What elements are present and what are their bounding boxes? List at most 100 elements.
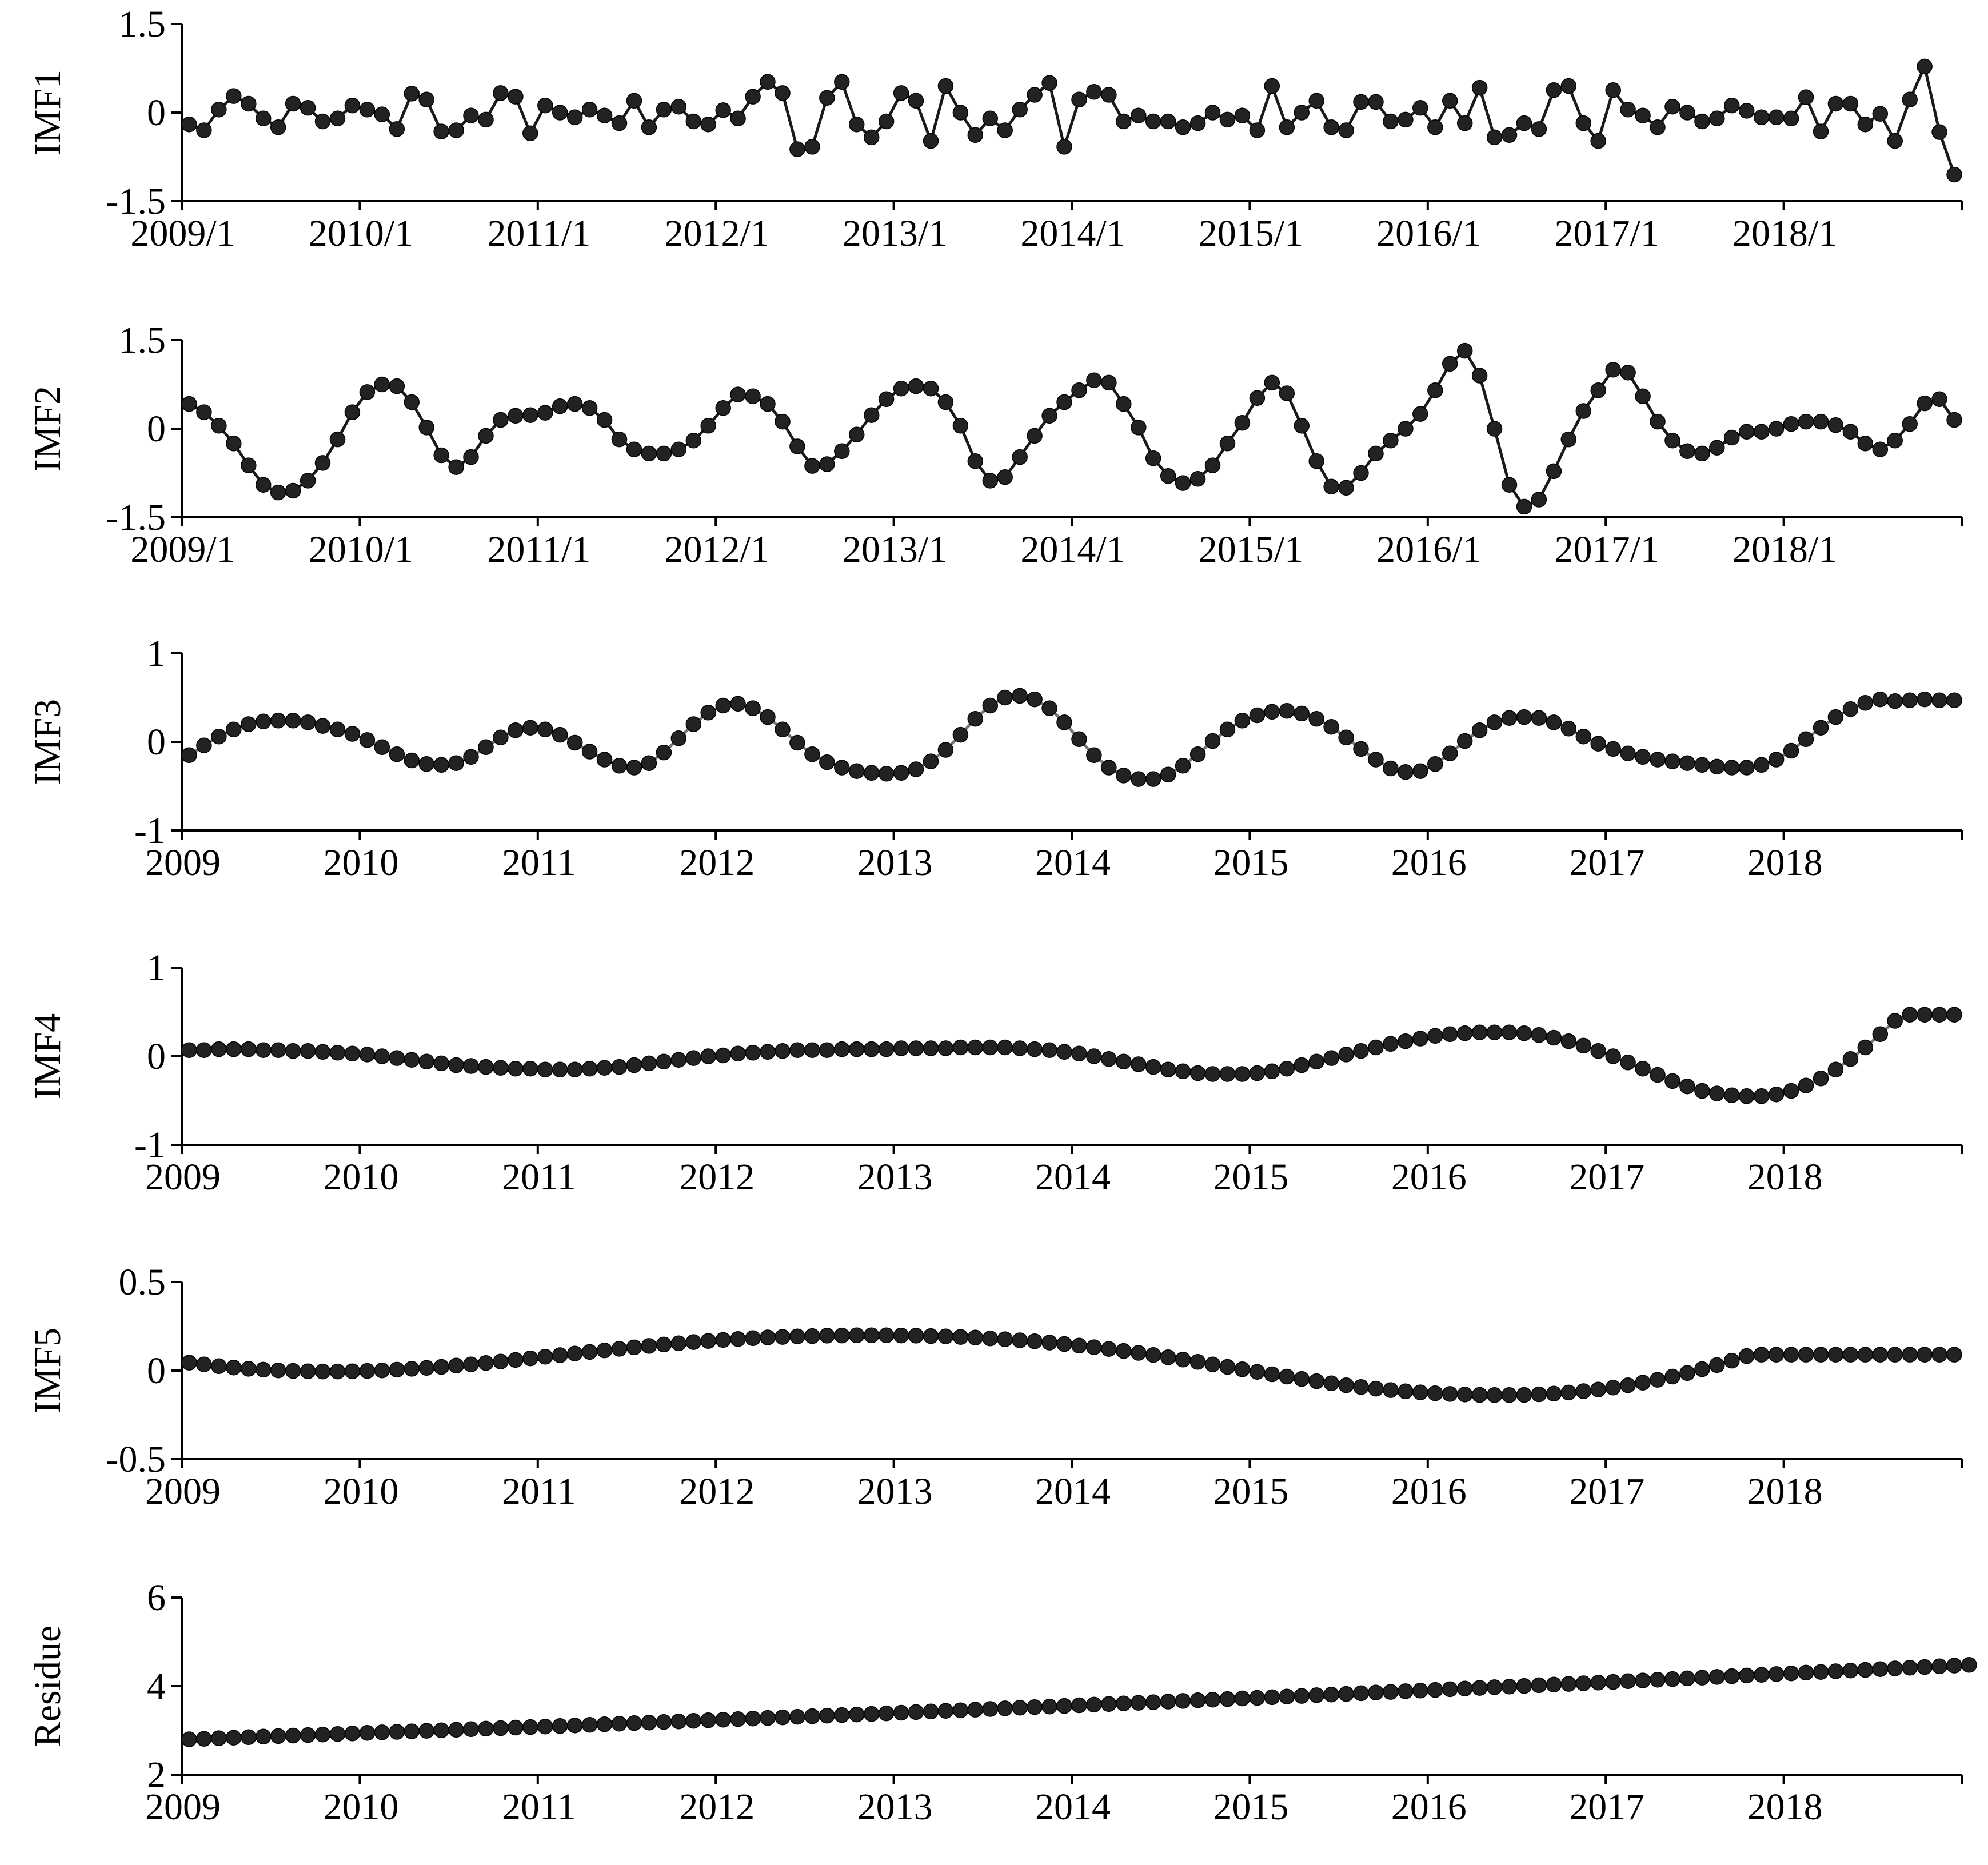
data-point bbox=[1946, 166, 1962, 183]
data-point bbox=[1027, 87, 1043, 103]
data-point bbox=[1412, 99, 1428, 116]
data-point bbox=[670, 1335, 687, 1352]
data-point bbox=[552, 1718, 568, 1734]
data-point bbox=[1516, 1678, 1532, 1694]
data-point bbox=[1768, 109, 1785, 126]
data-point bbox=[329, 1045, 346, 1061]
data-point bbox=[952, 1329, 969, 1345]
data-point bbox=[952, 418, 969, 434]
data-point bbox=[1027, 428, 1043, 444]
data-point bbox=[715, 400, 731, 416]
data-point bbox=[196, 1356, 212, 1372]
x-tick-label: 2012 bbox=[679, 1786, 755, 1828]
data-point bbox=[1323, 1686, 1339, 1703]
y-tick-label: 1 bbox=[147, 633, 166, 674]
data-point bbox=[1086, 1048, 1102, 1064]
data-point bbox=[581, 1344, 598, 1360]
y-tick-label: -0.5 bbox=[106, 1439, 166, 1480]
data-point bbox=[1946, 1658, 1962, 1674]
data-point bbox=[1516, 1387, 1532, 1403]
data-point bbox=[1086, 372, 1102, 389]
data-point bbox=[1753, 424, 1770, 440]
data-point bbox=[1160, 1349, 1176, 1365]
data-point bbox=[611, 1341, 628, 1357]
data-point bbox=[508, 1352, 524, 1368]
data-point bbox=[1012, 1700, 1028, 1716]
data-point bbox=[1783, 1083, 1799, 1099]
data-point bbox=[1204, 733, 1221, 749]
data-point bbox=[196, 737, 212, 753]
data-point bbox=[1456, 1387, 1473, 1403]
data-point bbox=[611, 758, 628, 774]
data-point bbox=[389, 1361, 405, 1378]
data-point bbox=[1442, 1681, 1458, 1698]
data-point bbox=[775, 721, 791, 738]
data-point bbox=[1620, 1377, 1636, 1393]
x-tick-label: 2014/1 bbox=[1020, 529, 1125, 570]
x-tick-label: 2011 bbox=[502, 1786, 576, 1828]
data-point bbox=[1056, 394, 1072, 410]
data-point bbox=[1234, 1690, 1251, 1707]
data-point bbox=[1189, 471, 1206, 487]
data-point bbox=[1101, 1051, 1117, 1067]
data-point bbox=[1323, 718, 1339, 735]
data-point bbox=[389, 378, 405, 394]
data-point bbox=[1471, 368, 1488, 384]
data-point bbox=[1056, 714, 1072, 730]
data-point bbox=[626, 1339, 642, 1356]
data-point bbox=[1842, 1662, 1859, 1679]
data-point bbox=[1041, 408, 1057, 424]
data-point bbox=[1620, 745, 1636, 761]
data-point bbox=[670, 1713, 687, 1730]
y-tick-label: 1.5 bbox=[119, 320, 166, 361]
data-point bbox=[1486, 1024, 1503, 1040]
data-point bbox=[1857, 695, 1874, 711]
data-point bbox=[775, 1709, 791, 1726]
data-point bbox=[1575, 403, 1592, 419]
data-point bbox=[1546, 1029, 1562, 1046]
data-point bbox=[596, 107, 613, 123]
x-tick-label: 2017 bbox=[1569, 1786, 1644, 1828]
data-point bbox=[285, 1727, 301, 1744]
data-point bbox=[1575, 728, 1592, 745]
x-tick-label: 2014 bbox=[1035, 1156, 1111, 1198]
data-point bbox=[448, 1357, 464, 1374]
data-point bbox=[923, 1703, 939, 1720]
data-point bbox=[863, 129, 880, 146]
data-point bbox=[937, 394, 954, 410]
data-point bbox=[493, 729, 509, 746]
data-point bbox=[804, 139, 820, 155]
data-point bbox=[1486, 421, 1503, 437]
data-point bbox=[1650, 1372, 1666, 1388]
data-point bbox=[1249, 122, 1266, 138]
data-point bbox=[374, 1362, 390, 1379]
data-point bbox=[359, 102, 376, 118]
data-point bbox=[448, 755, 464, 771]
panel-imf3: 1 0 -1 IMF3 2009 2010 2011 2012 2013 2014 2015 2016… bbox=[27, 633, 1963, 884]
data-point bbox=[359, 384, 376, 400]
data-point bbox=[433, 1359, 449, 1375]
data-point bbox=[1857, 116, 1874, 133]
data-point bbox=[1724, 1087, 1740, 1103]
data-point bbox=[1635, 1672, 1651, 1688]
data-point bbox=[923, 133, 939, 149]
data-point bbox=[952, 105, 969, 121]
data-point bbox=[1338, 1377, 1354, 1393]
data-point bbox=[1694, 1670, 1710, 1686]
x-tick-label: 2017 bbox=[1569, 1156, 1644, 1198]
data-point bbox=[433, 447, 449, 464]
data-point bbox=[1116, 1695, 1132, 1711]
data-point bbox=[1160, 468, 1176, 484]
data-point bbox=[1427, 1682, 1443, 1698]
data-point bbox=[1442, 1026, 1458, 1043]
data-point bbox=[359, 1047, 376, 1063]
data-point bbox=[1546, 714, 1562, 730]
data-point bbox=[641, 1714, 657, 1731]
data-point bbox=[270, 1728, 286, 1744]
data-point bbox=[1219, 721, 1236, 738]
data-point bbox=[1308, 710, 1324, 727]
data-point bbox=[374, 1724, 390, 1740]
data-point bbox=[300, 473, 316, 489]
data-point bbox=[1620, 1055, 1636, 1071]
data-point bbox=[1175, 475, 1191, 491]
